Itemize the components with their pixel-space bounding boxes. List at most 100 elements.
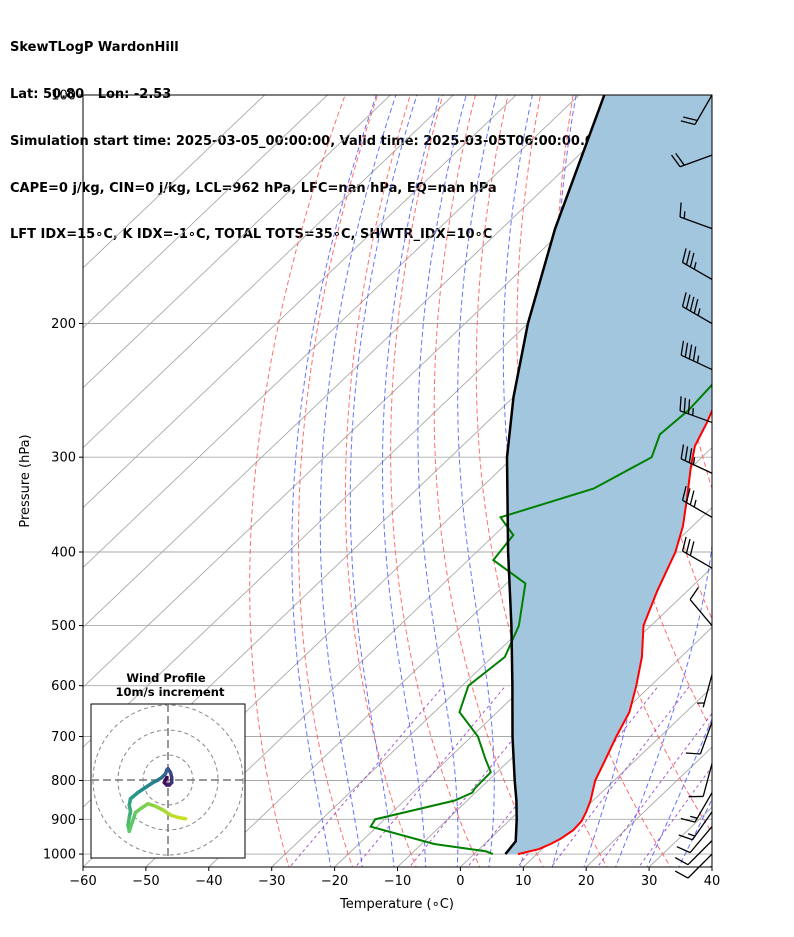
wind-barb bbox=[681, 292, 713, 325]
barb-flag bbox=[684, 342, 689, 358]
title-times: Simulation start time: 2025-03-05_00:00:… bbox=[10, 133, 603, 149]
wind-barb bbox=[679, 202, 713, 230]
barb-flag bbox=[681, 536, 687, 552]
dewpoint-profile bbox=[369, 383, 712, 856]
y-axis: 100 200 300 400 500 600 700 800 900 1000 bbox=[43, 89, 83, 863]
x-tick-label: 10 bbox=[515, 874, 532, 889]
barb-half-flag bbox=[697, 308, 701, 316]
moist-adiabat bbox=[382, 95, 441, 867]
dry-adiabat bbox=[736, 78, 794, 870]
isotherm-line bbox=[522, 686, 712, 867]
barb-staff bbox=[687, 840, 713, 866]
isotherm-line bbox=[83, 95, 580, 569]
y-tick-label: 100 bbox=[51, 89, 76, 104]
x-tick-label: −30 bbox=[258, 874, 285, 889]
barb-flag bbox=[688, 344, 693, 360]
barb-half-flag bbox=[693, 499, 697, 508]
barb-flag bbox=[680, 120, 696, 126]
moist-adiabat bbox=[678, 798, 712, 867]
hodograph-inset bbox=[90, 703, 246, 859]
wind-barb bbox=[697, 674, 713, 708]
x-tick-label: 40 bbox=[704, 874, 721, 889]
x-axis-label: Temperature (∘C) bbox=[339, 897, 454, 912]
barb-staff bbox=[679, 216, 713, 230]
mixing-ratio-line bbox=[289, 685, 445, 867]
dry-adiabat bbox=[390, 95, 481, 867]
y-tick-label: 700 bbox=[51, 730, 76, 745]
barb-flag bbox=[693, 298, 699, 314]
moist-adiabat bbox=[417, 95, 467, 867]
cin-shading bbox=[505, 95, 712, 855]
moist-adiabat bbox=[502, 95, 537, 867]
barb-flag bbox=[689, 252, 695, 268]
hodograph-plot bbox=[91, 704, 245, 858]
wind-barb bbox=[674, 853, 713, 879]
barb-flag bbox=[688, 448, 693, 463]
x-tick-label: −20 bbox=[321, 874, 348, 889]
barb-flag bbox=[678, 834, 693, 841]
y-tick-label: 200 bbox=[51, 317, 76, 332]
barb-staff bbox=[702, 674, 713, 708]
moist-adiabat bbox=[646, 717, 712, 867]
barb-flag bbox=[689, 587, 699, 600]
temperature-profile bbox=[517, 408, 712, 856]
barb-flag bbox=[670, 154, 681, 168]
x-tick-label: 20 bbox=[578, 874, 595, 889]
barb-flag bbox=[679, 396, 682, 411]
barb-half-flag bbox=[692, 457, 696, 465]
title-station: SkewTLogP WardonHill bbox=[10, 40, 179, 56]
barb-flag bbox=[689, 296, 695, 312]
barb-half-flag bbox=[687, 833, 696, 837]
dry-adiabat bbox=[769, 78, 794, 870]
barb-half-flag bbox=[693, 262, 697, 270]
barb-flag bbox=[685, 539, 691, 554]
wind-barb bbox=[681, 248, 713, 281]
isotherm-line bbox=[83, 95, 454, 449]
barb-staff bbox=[680, 354, 713, 371]
barb-flag bbox=[674, 857, 689, 866]
barb-flag bbox=[682, 116, 698, 122]
wind-barb bbox=[681, 536, 713, 569]
barb-flag bbox=[675, 153, 685, 166]
wind-barb bbox=[680, 94, 713, 126]
hodograph-segment bbox=[176, 815, 188, 821]
barb-flag bbox=[679, 202, 682, 218]
barb-flag bbox=[680, 444, 685, 459]
barb-staff bbox=[689, 826, 713, 854]
isotherm-line bbox=[711, 866, 712, 867]
y-tick-label: 600 bbox=[51, 679, 76, 694]
dry-adiabat bbox=[249, 95, 346, 867]
barb-half-flag bbox=[683, 211, 686, 219]
wind-barb bbox=[689, 587, 713, 626]
barb-flag bbox=[685, 488, 691, 503]
mixing-ratio-line bbox=[596, 712, 712, 867]
parcel-profile bbox=[504, 95, 606, 855]
wind-barb bbox=[680, 340, 713, 371]
x-tick-label: −10 bbox=[384, 874, 411, 889]
y-tick-label: 1000 bbox=[43, 848, 76, 863]
barb-half-flag bbox=[692, 408, 694, 416]
barb-flag bbox=[685, 752, 701, 755]
barb-flag bbox=[681, 248, 687, 263]
isotherm-line bbox=[83, 95, 265, 269]
barb-flag bbox=[680, 340, 685, 356]
barb-flag bbox=[685, 294, 691, 309]
x-tick-label: −60 bbox=[69, 874, 96, 889]
wind-barb bbox=[680, 792, 713, 823]
y-tick-label: 800 bbox=[51, 774, 76, 789]
dry-adiabat bbox=[345, 95, 417, 867]
hodograph-title: Wind Profile bbox=[126, 671, 206, 685]
wind-barb bbox=[680, 444, 713, 474]
x-axis: −60 −50 −40 −30 −20 −10 0 10 20 30 40 bbox=[69, 867, 720, 889]
wind-barb bbox=[674, 840, 713, 866]
barb-half-flag bbox=[690, 815, 698, 819]
title-location: Lat: 50.80 Lon: -2.53 bbox=[10, 86, 172, 102]
isotherm-line bbox=[83, 95, 391, 389]
barb-staff bbox=[682, 261, 713, 281]
x-tick-label: −40 bbox=[195, 874, 222, 889]
moist-adiabat bbox=[349, 95, 418, 867]
x-tick-label: −50 bbox=[132, 874, 159, 889]
barb-flag bbox=[680, 817, 696, 823]
moist-adiabat bbox=[457, 95, 497, 867]
